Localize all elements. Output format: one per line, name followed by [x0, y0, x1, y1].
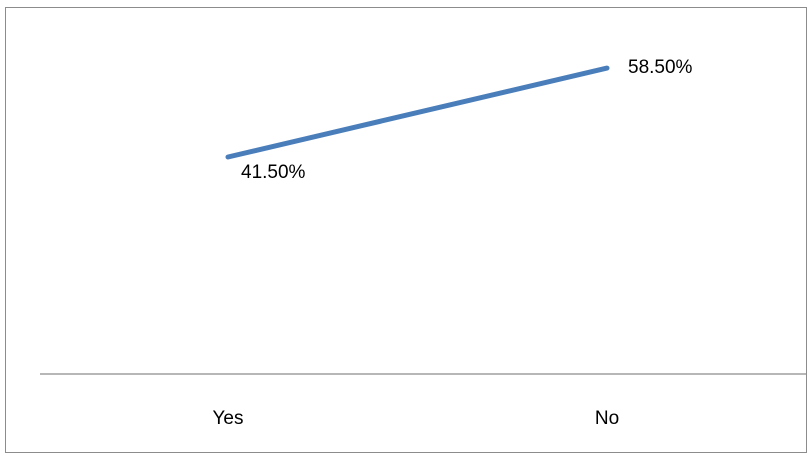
series-line [225, 65, 610, 160]
x-tick-label-no: No [595, 408, 619, 429]
line-chart: Yes No 41.50% 58.50% [40, 57, 806, 429]
data-labels: 41.50% 58.50% [241, 57, 693, 183]
x-tick-label-yes: Yes [213, 408, 244, 429]
chart-frame: Yes No 41.50% 58.50% [5, 7, 807, 453]
x-tick-labels: Yes No [213, 408, 620, 429]
data-label-yes: 41.50% [241, 162, 306, 183]
data-label-no: 58.50% [628, 57, 693, 78]
